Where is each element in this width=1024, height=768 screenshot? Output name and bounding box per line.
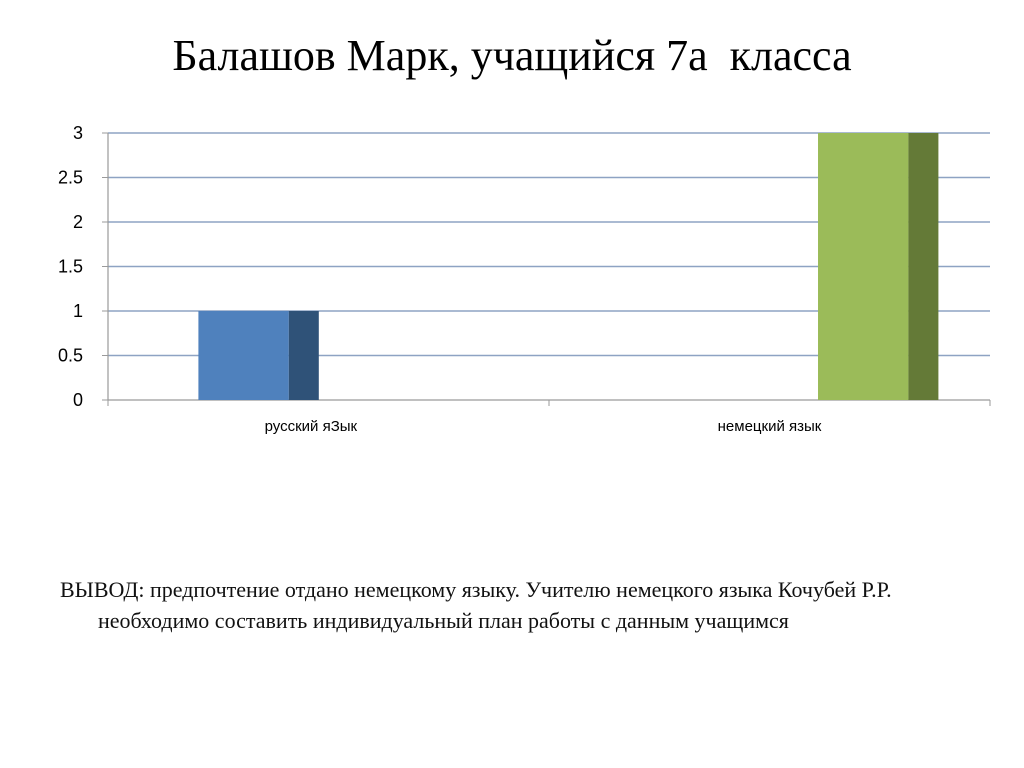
bar-2-front (818, 133, 909, 400)
y-tick-label: 0 (73, 390, 83, 410)
bars (198, 133, 939, 400)
conclusion-label: ВЫВОД: (60, 577, 145, 602)
y-tick-label: 0.5 (58, 346, 83, 366)
bar-2-side (908, 133, 939, 400)
bar-1-side (288, 311, 319, 400)
y-tick-label: 1 (73, 301, 83, 321)
y-tick-label: 2 (73, 212, 83, 232)
y-tick-label: 1.5 (58, 257, 83, 277)
y-tick-label: 2.5 (58, 168, 83, 188)
y-tick-label: 3 (73, 123, 83, 143)
conclusion-text: ВЫВОД: предпочтение отдано немецкому язы… (60, 574, 998, 636)
bar-1-front (198, 311, 289, 400)
axis-labels: 0 0.5 1 1.5 2 2.5 3 русский яЗык немецкий язык (58, 123, 822, 435)
conclusion-body: предпочтение отдано немецкому языку. Учи… (98, 577, 892, 633)
x-category-label: немецкий язык (718, 418, 822, 435)
x-category-label: русский яЗык (265, 418, 358, 435)
slide-title: Балашов Марк, учащийся 7а класса (172, 31, 852, 80)
